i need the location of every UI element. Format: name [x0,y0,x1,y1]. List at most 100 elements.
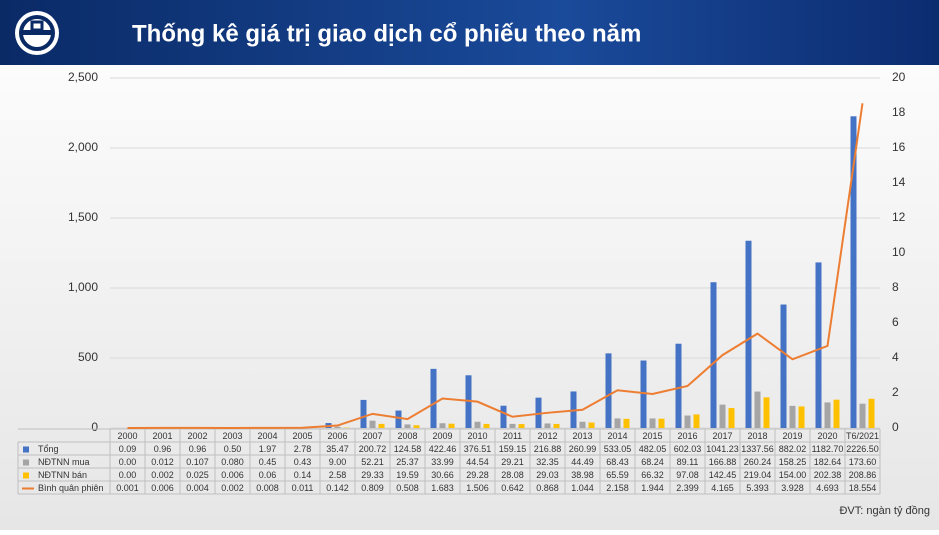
table-cell: 33.99 [431,457,454,467]
table-cell: 159.15 [499,444,527,454]
table-cell: 182.64 [814,457,842,467]
bar [641,361,647,428]
bar [396,411,402,428]
table-cell: 9.00 [329,457,347,467]
table-cell: 260.99 [569,444,597,454]
legend-key [23,473,29,479]
y2-tick-label: 18 [892,105,906,119]
bar [379,424,385,428]
table-cell: 0.001 [116,483,139,493]
y2-tick-label: 2 [892,385,899,399]
unit-note: ĐVT: ngàn tỷ đồng [839,505,930,517]
table-cell: 29.33 [361,470,384,480]
table-cell: 2.78 [294,444,312,454]
table-cell: 28.08 [501,470,524,480]
bar [799,406,805,428]
table-cell: 0.50 [224,444,242,454]
x-tick-label: 2001 [152,431,172,441]
bar [484,424,490,428]
table-cell: 376.51 [464,444,492,454]
y2-tick-label: 10 [892,245,906,259]
bar [624,419,630,428]
table-cell: 200.72 [359,444,387,454]
table-cell: 166.88 [709,457,737,467]
x-tick-label: 2016 [677,431,697,441]
y-tick-label: 1,000 [68,280,98,294]
x-tick-label: 2007 [362,431,382,441]
legend-key [23,447,29,453]
table-cell: 124.58 [394,444,422,454]
bar [825,402,831,428]
bar [694,414,700,428]
x-tick-label: 2009 [432,431,452,441]
bar [615,418,621,428]
legend-label: NĐTNN mua [38,457,90,467]
legend-key [23,460,29,466]
table-cell: 882.02 [779,444,807,454]
table-cell: 0.107 [186,457,209,467]
table-cell: 0.809 [361,483,384,493]
y2-tick-label: 0 [892,420,899,434]
table-cell: 0.09 [119,444,137,454]
bar [589,423,595,428]
table-cell: 0.96 [154,444,172,454]
bar [431,369,437,428]
table-cell: 2.58 [329,470,347,480]
table-cell: 533.05 [604,444,632,454]
bar [790,406,796,428]
table-cell: 0.006 [221,470,244,480]
x-tick-label: 2012 [537,431,557,441]
y2-tick-label: 14 [892,175,906,189]
bar [764,397,770,428]
table-cell: 1.944 [641,483,664,493]
bar [580,422,586,428]
x-tick-label: 2019 [782,431,802,441]
bar [361,400,367,428]
bar [606,353,612,428]
table-cell: 0.06 [259,470,277,480]
x-tick-label: 2010 [467,431,487,441]
bar [405,424,411,428]
table-cell: 2.399 [676,483,699,493]
bar [370,421,376,428]
table-cell: 29.21 [501,457,524,467]
table-cell: 260.24 [744,457,772,467]
bar [449,424,455,428]
table-cell: 0.011 [292,483,314,493]
table-cell: 32.35 [536,457,559,467]
table-cell: 602.03 [674,444,702,454]
table-cell: 208.86 [849,470,877,480]
table-cell: 1.044 [571,483,594,493]
table-cell: 4.165 [711,483,734,493]
table-cell: 35.47 [326,444,349,454]
bar [746,241,752,428]
bar [816,262,822,428]
table-cell: 29.28 [466,470,489,480]
table-cell: 1.683 [431,483,454,493]
table-cell: 2.158 [606,483,629,493]
bar [729,408,735,428]
y-tick-label: 2,000 [68,140,98,154]
legend-label: Tổng [38,444,59,454]
table-cell: 216.88 [534,444,562,454]
x-tick-label: 2017 [712,431,732,441]
x-tick-label: 2015 [642,431,662,441]
legend-label: Bình quân phiên [38,483,104,493]
table-cell: 5.393 [746,483,769,493]
y-tick-label: 1,500 [68,210,98,224]
title: Thống kê giá trị giao dịch cổ phiếu theo… [132,20,641,47]
y2-tick-label: 20 [892,70,906,84]
x-tick-label: 2004 [257,431,277,441]
table-cell: 1.97 [259,444,277,454]
table-cell: 66.32 [641,470,664,480]
table-cell: 0.002 [221,483,244,493]
bar [650,418,656,428]
x-tick-label: 2008 [397,431,417,441]
table-cell: 0.43 [294,457,312,467]
table-cell: 25.37 [396,457,419,467]
bar [440,423,446,428]
table-cell: 154.00 [779,470,807,480]
x-tick-label: 2006 [327,431,347,441]
bar [676,344,682,428]
logo [15,11,59,55]
